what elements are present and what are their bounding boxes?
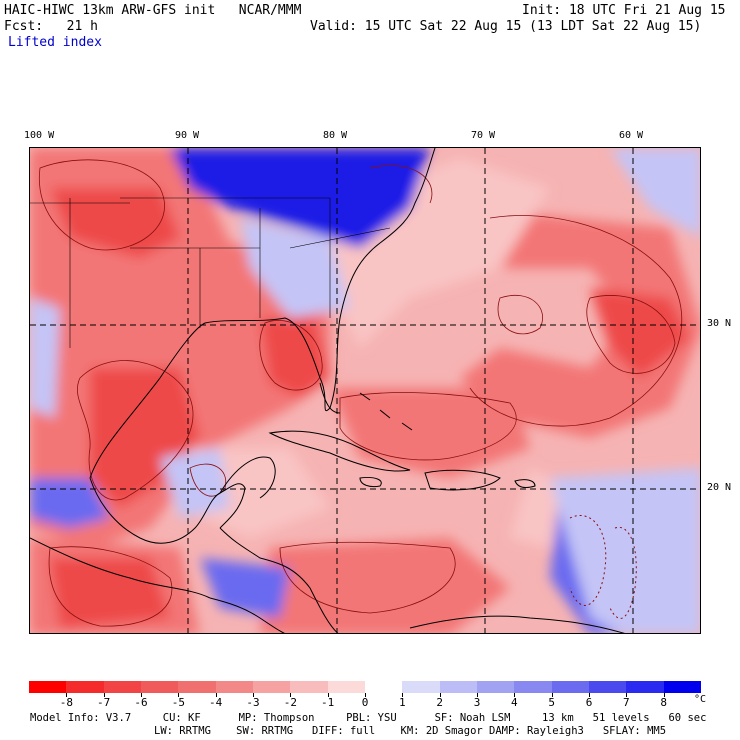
scale-tick-mark: [290, 693, 292, 697]
scale-tick-mark: [365, 693, 366, 697]
color-scale-swatch: [29, 681, 67, 693]
color-scale-swatch: [364, 681, 403, 693]
lifted-index-map: [29, 147, 701, 634]
contour-lines: [38, 159, 683, 627]
color-scale-swatch: [626, 681, 664, 693]
color-scale-swatch: [252, 681, 291, 693]
scale-tick-mark: [215, 693, 217, 697]
scale-tick-mark: [141, 693, 142, 697]
scale-tick-label: 4: [511, 696, 518, 709]
scale-tick-label: -6: [134, 696, 148, 709]
scale-tick-mark: [551, 693, 553, 697]
scale-tick-mark: [589, 693, 590, 697]
lon-label-90w: 90 W: [175, 130, 200, 141]
lon-label-70w: 70 W: [471, 130, 496, 141]
color-scale-swatch: [215, 681, 253, 693]
scale-tick-mark: [663, 693, 665, 697]
lat-label-30n: 30 N: [707, 318, 732, 329]
scale-tick-label: -3: [246, 696, 260, 709]
color-scale-swatch: [514, 681, 552, 693]
scale-tick-mark: [477, 693, 478, 697]
init-time: Init: 18 UTC Fri 21 Aug 15: [522, 3, 726, 18]
color-scale-swatch: [178, 681, 216, 693]
lat-label-20n: 20 N: [707, 482, 732, 493]
shaded-field: [30, 148, 700, 633]
color-scale-swatch: [439, 681, 477, 693]
color-scale-swatch: [551, 681, 589, 693]
scale-tick-label: -5: [171, 696, 185, 709]
scale-tick-mark: [626, 693, 628, 697]
color-scale-swatch: [103, 681, 141, 693]
scale-tick-mark: [439, 693, 441, 697]
scale-tick-label: -2: [283, 696, 297, 709]
unit-label: °C: [694, 694, 707, 705]
lon-label-100w: 100 W: [24, 130, 55, 141]
scale-tick-label: -4: [209, 696, 223, 709]
scale-tick-label: 7: [623, 696, 630, 709]
scale-tick-label: 1: [399, 696, 406, 709]
coastlines: [30, 148, 625, 633]
model-info-line2: LW: RRTMG SW: RRTMG DIFF: full KM: 2D Sm…: [154, 725, 667, 737]
scale-tick-label: -1: [321, 696, 335, 709]
color-scale-swatch: [402, 681, 440, 693]
scale-tick-mark: [253, 693, 254, 697]
color-scale-swatch: [588, 681, 627, 693]
graticule: [30, 148, 700, 633]
scale-tick-label: 8: [660, 696, 667, 709]
scale-tick-mark: [178, 693, 180, 697]
forecast-hour: Fcst: 21 h: [4, 19, 98, 34]
model-title: HAIC-HIWC 13km ARW-GFS init NCAR/MMM: [4, 3, 302, 18]
scale-tick-label: 6: [585, 696, 593, 709]
scale-tick-label: -8: [59, 696, 73, 709]
scale-tick-label: -7: [97, 696, 111, 709]
map-canvas: [30, 148, 700, 633]
color-scale-swatch: [290, 681, 328, 693]
scale-tick-mark: [103, 693, 105, 697]
scale-tick-label: 0: [361, 696, 369, 709]
scale-tick-mark: [327, 693, 329, 697]
color-scale-swatch: [327, 681, 365, 693]
valid-time: Valid: 15 UTC Sat 22 Aug 15 (13 LDT Sat …: [310, 19, 702, 34]
scale-tick-mark: [402, 693, 404, 697]
color-scale-swatch: [140, 681, 179, 693]
color-scale-swatch: [663, 681, 701, 693]
dotted-contours: [569, 515, 637, 619]
scale-tick-mark: [66, 693, 68, 697]
scale-tick-label: 3: [473, 696, 481, 709]
color-scale-swatch: [66, 681, 104, 693]
model-info-line1: Model Info: V3.7 CU: KF MP: Thompson PBL…: [30, 712, 707, 724]
lon-label-80w: 80 W: [323, 130, 348, 141]
lon-label-60w: 60 W: [619, 130, 644, 141]
scale-tick-label: 2: [436, 696, 443, 709]
scale-tick-mark: [514, 693, 516, 697]
color-scale-bar: [29, 681, 701, 693]
scale-tick-label: 5: [548, 696, 555, 709]
field-name: Lifted index: [8, 35, 102, 50]
color-scale-swatch: [476, 681, 515, 693]
